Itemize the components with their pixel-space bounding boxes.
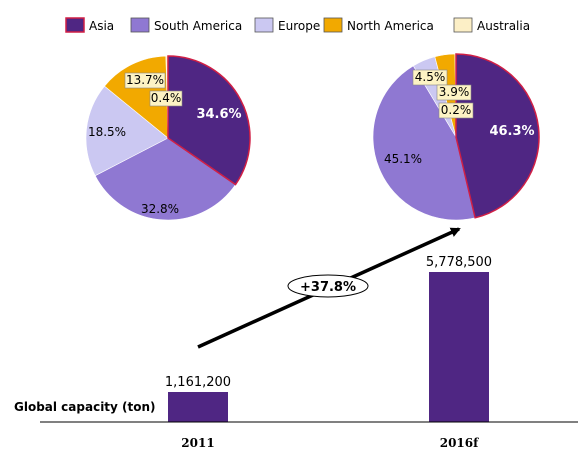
legend-swatch-asia xyxy=(65,17,85,33)
legend-label-south-america: South America xyxy=(154,19,242,33)
pie-label-australia: 0.2% xyxy=(441,103,472,117)
pie-slice-europe xyxy=(85,85,169,177)
category-label-2011: 2011 xyxy=(181,436,214,450)
pie-label-south-america: 32.8% xyxy=(141,202,179,216)
bar-2016f xyxy=(429,272,489,422)
legend-label-europe: Europe xyxy=(278,19,320,33)
pie-label-south-america: 45.1% xyxy=(384,152,422,166)
bar-value-label-2011: 1,161,200 xyxy=(165,375,231,390)
pie-label-australia: 0.4% xyxy=(151,91,182,105)
pie-slice-asia xyxy=(167,55,251,186)
bar-value-label-2016f: 5,778,500 xyxy=(426,255,492,270)
pie-slice-asia xyxy=(455,53,540,219)
pie-label-box-north-america xyxy=(124,72,166,89)
pie-label-box-australia xyxy=(438,102,474,119)
pie-label-asia: 46.3% xyxy=(489,124,534,139)
pie-label-box-north-america xyxy=(436,84,472,101)
legend-label-north-america: North America xyxy=(347,19,434,33)
legend-swatch-europe xyxy=(254,17,274,33)
pie-label-europe: 4.5% xyxy=(415,70,446,84)
legend-swatch-north-america xyxy=(323,17,343,33)
legend: Asia South America Europe North America Aust… xyxy=(65,17,530,33)
pie-label-box-australia xyxy=(149,90,183,107)
pie-label-box-europe xyxy=(412,69,448,86)
legend-label-asia: Asia xyxy=(89,19,114,33)
legend-swatch-australia xyxy=(453,17,473,33)
pie-label-asia: 34.6% xyxy=(196,107,241,122)
pie-label-europe: 18.5% xyxy=(88,125,126,139)
pie-chart-2011: 34.6% 32.8% 18.5% 13.7% 0.4% xyxy=(85,55,251,221)
pie-slice-south-america xyxy=(372,65,476,221)
bar-chart: 1,161,200 5,778,500 xyxy=(165,255,492,422)
pie-chart-2016f: 46.3% 45.1% 4.5%3.9% 0.2% xyxy=(372,53,540,221)
ylabel: Global capacity (ton) xyxy=(14,400,156,414)
growth-annotation-ellipse xyxy=(287,274,369,298)
legend-label-australia: Australia xyxy=(477,19,530,33)
growth-annotation: +37.8% xyxy=(300,280,356,295)
pie-label-north-america: 3.9% xyxy=(439,85,470,99)
pie-label-north-america: 13.7% xyxy=(126,73,164,87)
pie-slice-south-america xyxy=(94,137,236,221)
category-label-2016f: 2016f xyxy=(440,436,479,450)
legend-swatch-south-america xyxy=(130,17,150,33)
bar-2011 xyxy=(168,392,228,422)
